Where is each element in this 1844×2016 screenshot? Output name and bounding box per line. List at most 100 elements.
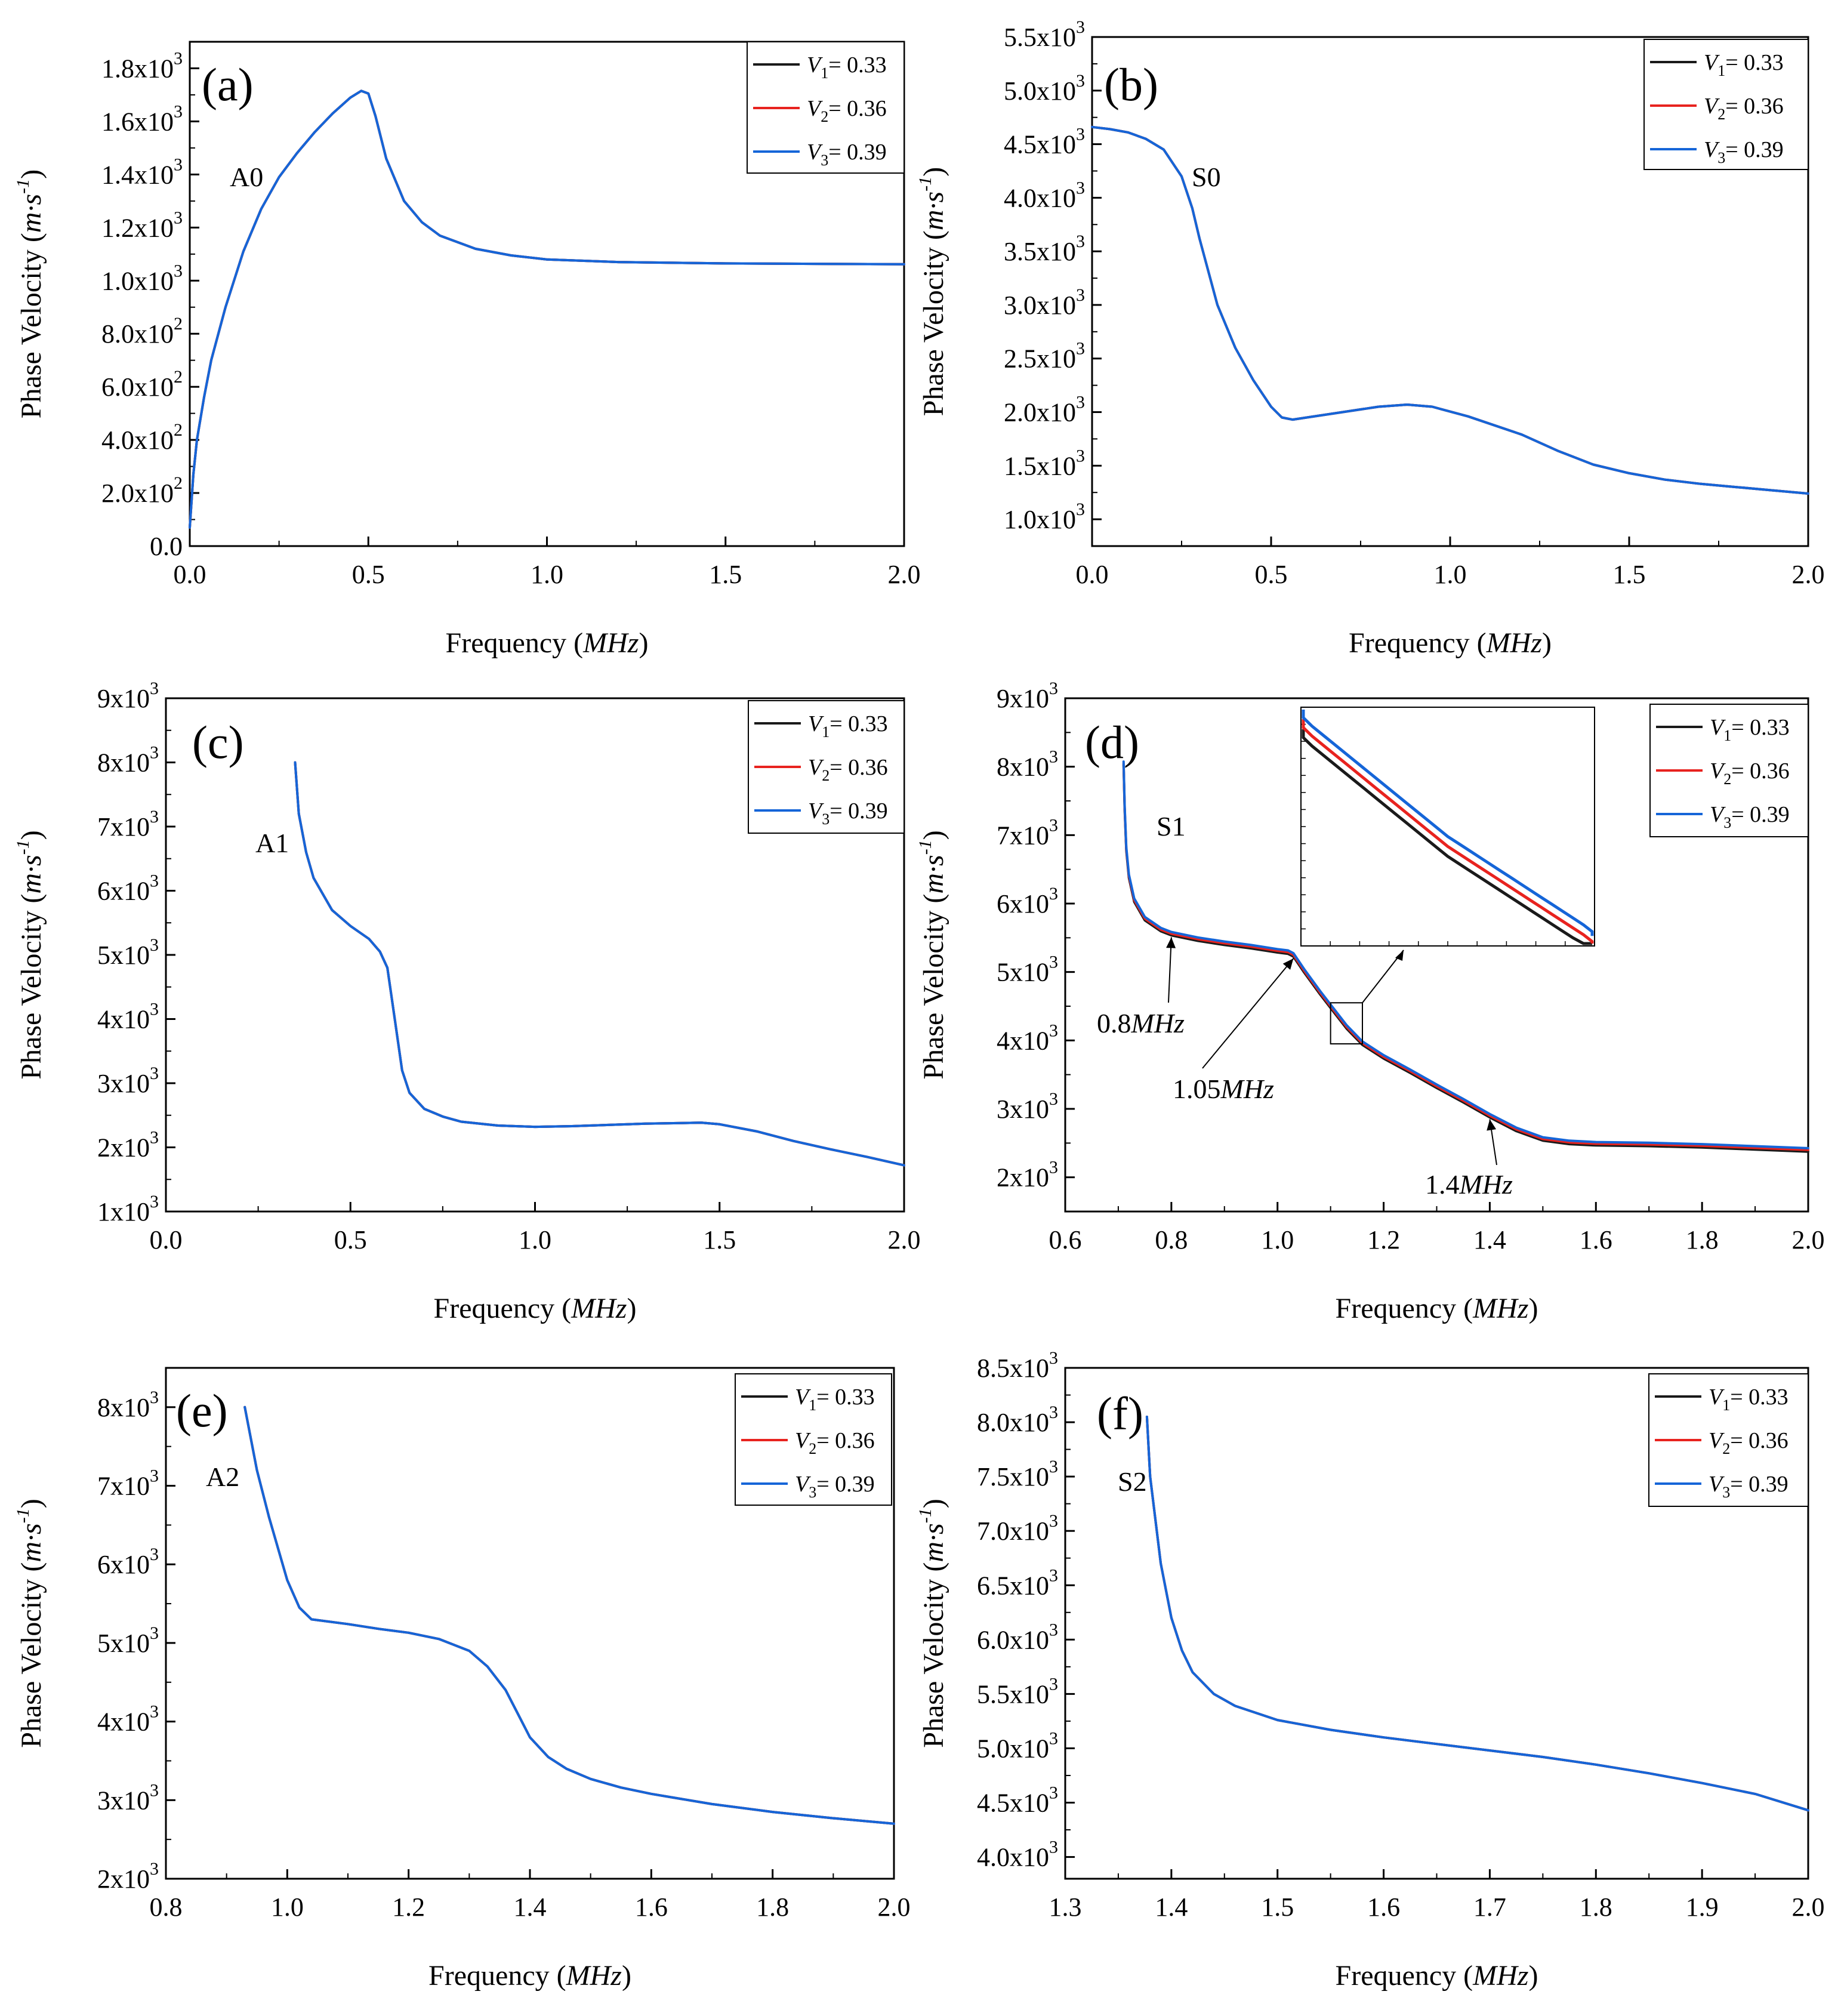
chart-panel-5: 1.3 1.4 1.5 1.6 1.7 1.8 1.9 2.0 4.0x103 4.5x103 5.…: [915, 1348, 1825, 1992]
legend-entry: V1= 0.33: [1709, 1385, 1789, 1414]
y-tick-label: 3x103: [997, 1089, 1058, 1124]
series-line-v3: [294, 761, 905, 1167]
y-tick-label: 2x103: [97, 1859, 159, 1894]
legend-entry: V1= 0.33: [808, 711, 888, 741]
mode-label: A1: [255, 828, 289, 858]
legend: V1= 0.33 V2= 0.36 V3= 0.39: [747, 41, 905, 174]
zoom-inset: [1300, 707, 1595, 947]
x-tick-label: 1.5: [703, 1225, 736, 1254]
y-axis-title: Phase Velocity (m·s-1): [13, 830, 47, 1079]
y-tick-label: 8.5x103: [977, 1348, 1058, 1383]
inset-series-line-v3: [1302, 710, 1594, 936]
x-tick-label: 2.0: [888, 560, 921, 589]
y-tick-label: 3x103: [97, 1064, 159, 1098]
x-axis-title: Frequency (MHz): [1336, 1293, 1538, 1324]
mode-label: S1: [1157, 811, 1186, 841]
x-tick-label: 1.4: [514, 1892, 547, 1922]
y-tick-label: 4.0x102: [101, 420, 183, 455]
legend-entry: V3= 0.39: [807, 140, 887, 169]
x-tick-label: 1.8: [756, 1892, 789, 1922]
x-tick-label: 0.8: [150, 1892, 183, 1922]
y-tick-label: 1.0x103: [1004, 500, 1085, 534]
y-tick-label: 3x103: [97, 1780, 159, 1815]
y-tick-label: 8x103: [997, 747, 1058, 782]
mode-label: S2: [1118, 1466, 1147, 1497]
y-axis-title: Phase Velocity (m·s-1): [915, 167, 949, 416]
legend-entry: V2= 0.36: [808, 755, 888, 784]
y-tick-label: 2.5x103: [1004, 339, 1085, 374]
zoom-connector: [1362, 950, 1404, 1003]
mode-label: S0: [1192, 162, 1221, 192]
y-tick-label: 5x103: [97, 1623, 159, 1658]
y-axis-title: Phase Velocity (m·s-1): [13, 1499, 47, 1747]
y-axis-title: Phase Velocity (m·s-1): [13, 169, 47, 418]
legend-entry: V3= 0.39: [795, 1472, 875, 1501]
y-tick-label: 8x103: [97, 1388, 159, 1422]
annotation-arrow: [1168, 937, 1172, 1003]
x-tick-label: 0.5: [1255, 560, 1288, 589]
y-tick-label: 2x103: [997, 1158, 1058, 1192]
y-tick-label: 5.5x103: [977, 1674, 1058, 1709]
legend: V1= 0.33 V2= 0.36 V3= 0.39: [1648, 1373, 1809, 1507]
y-tick-label: 7.0x103: [977, 1511, 1058, 1546]
y-tick-label: 8x103: [97, 743, 159, 778]
y-tick-label: 7x103: [997, 815, 1058, 850]
x-tick-label: 1.4: [1473, 1225, 1506, 1254]
mode-label: A2: [206, 1462, 239, 1492]
x-tick-label: 0.6: [1049, 1225, 1082, 1254]
x-tick-label: 1.0: [1434, 560, 1467, 589]
annotation-arrowhead: [1282, 958, 1294, 970]
panel-tag: (d): [1085, 716, 1139, 768]
annotation-label: 1.05MHz: [1173, 1074, 1274, 1104]
y-tick-label: 6x103: [97, 871, 159, 906]
x-tick-label: 1.7: [1473, 1892, 1506, 1922]
annotation-label: 0.8MHz: [1097, 1008, 1185, 1038]
legend: V1= 0.33 V2= 0.36 V3= 0.39: [1643, 39, 1809, 170]
y-tick-label: 7x103: [97, 807, 159, 841]
x-tick-label: 1.6: [635, 1892, 668, 1922]
legend-entry: V3= 0.39: [1710, 802, 1790, 831]
y-tick-label: 6.0x102: [101, 367, 183, 402]
panel-tag: (f): [1097, 1388, 1143, 1439]
y-tick-label: 1.6x103: [101, 101, 183, 136]
y-tick-label: 1.2x103: [101, 208, 183, 242]
x-tick-label: 0.5: [334, 1225, 367, 1254]
y-tick-label: 4.0x103: [977, 1838, 1058, 1872]
x-tick-label: 2.0: [888, 1225, 921, 1254]
x-axis-title: Frequency (MHz): [434, 1293, 637, 1324]
x-axis-title: Frequency (MHz): [1349, 627, 1552, 659]
x-tick-label: 1.0: [519, 1225, 551, 1254]
y-tick-label: 0.0: [150, 532, 183, 561]
legend-entry: V2= 0.36: [795, 1428, 875, 1457]
y-tick-label: 8.0x102: [101, 314, 183, 349]
legend: V1= 0.33 V2= 0.36 V3= 0.39: [748, 700, 905, 834]
x-axis-title: Frequency (MHz): [1336, 1960, 1538, 1992]
inset-series-line-v1: [1302, 729, 1592, 945]
panel-tag: (a): [202, 58, 254, 110]
zoom-connector-arrowhead: [1395, 950, 1404, 961]
chart-panel-3: 0.6 0.8 1.0 1.2 1.4 1.6 1.8 2.0 2x103 3x103 4x103 5…: [915, 679, 1825, 1324]
x-tick-label: 2.0: [1792, 560, 1825, 589]
panel-tag: (b): [1104, 58, 1158, 110]
legend-entry: V3= 0.39: [1709, 1472, 1789, 1501]
y-tick-label: 1.5x103: [1004, 446, 1085, 480]
legend-entry: V3= 0.39: [1704, 137, 1784, 167]
x-tick-label: 1.4: [1155, 1892, 1188, 1922]
legend-entry: V3= 0.39: [808, 799, 888, 828]
series-line-v3: [1091, 125, 1809, 495]
legend: V1= 0.33 V2= 0.36 V3= 0.39: [735, 1373, 892, 1506]
legend-entry: V1= 0.33: [1704, 50, 1784, 79]
x-tick-label: 1.0: [271, 1892, 304, 1922]
y-tick-label: 7.5x103: [977, 1457, 1058, 1491]
legend-entry: V2= 0.36: [1710, 759, 1790, 788]
y-tick-label: 9x103: [997, 679, 1058, 713]
x-tick-label: 2.0: [878, 1892, 911, 1922]
y-tick-label: 4x103: [97, 1702, 159, 1737]
x-tick-label: 0.0: [1076, 560, 1109, 589]
x-tick-label: 1.6: [1367, 1892, 1400, 1922]
legend: V1= 0.33 V2= 0.36 V3= 0.39: [1649, 704, 1809, 837]
y-tick-label: 8.0x103: [977, 1402, 1058, 1437]
y-tick-label: 5x103: [997, 952, 1058, 987]
y-tick-label: 4.5x103: [977, 1783, 1058, 1818]
